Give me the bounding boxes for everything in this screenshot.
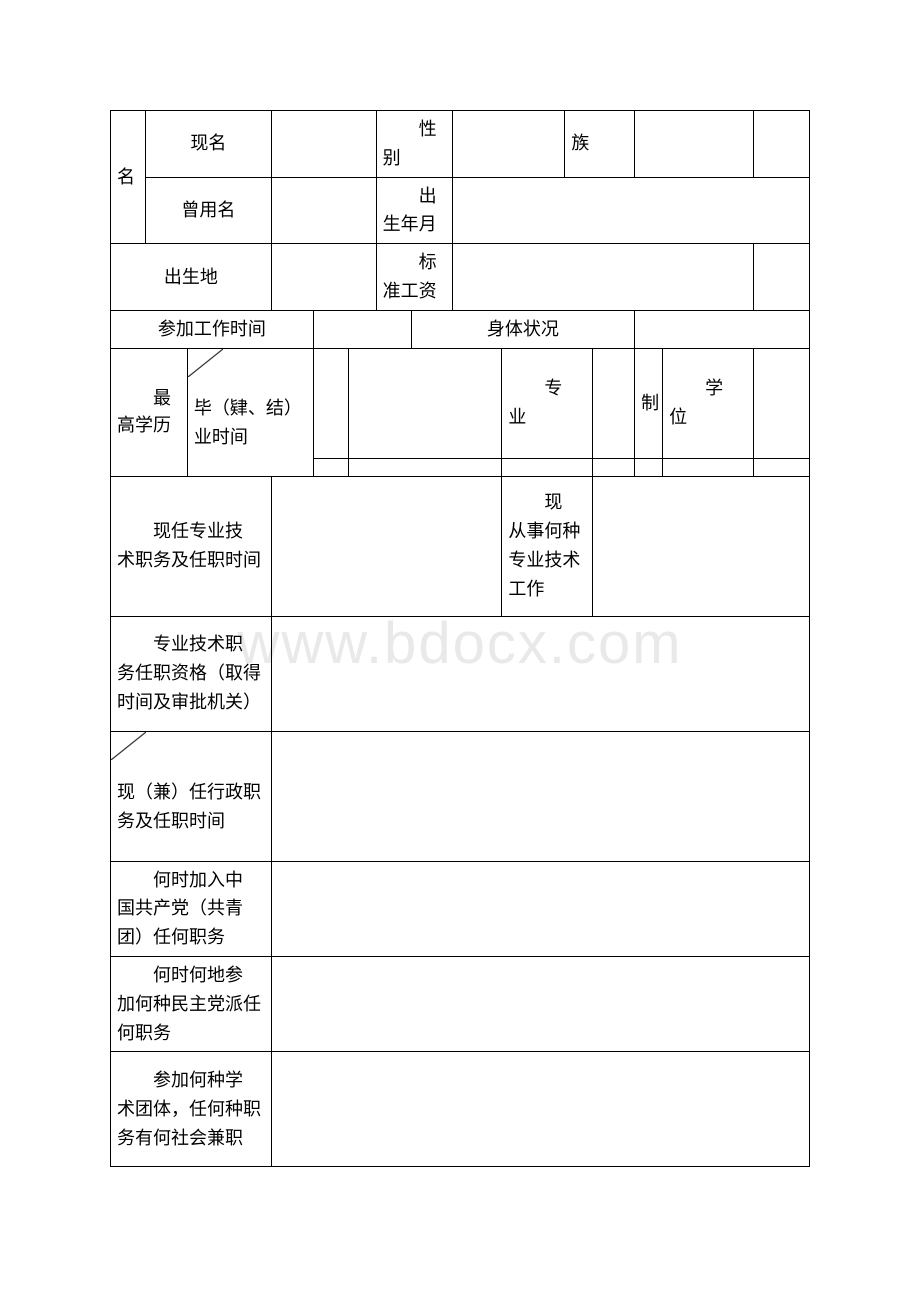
edu-major2-label bbox=[502, 458, 593, 476]
birth-date-value bbox=[453, 177, 810, 244]
birth-date-label: 出生年月 bbox=[376, 177, 453, 244]
current-title-value bbox=[271, 476, 502, 616]
birth-place-label: 出生地 bbox=[111, 244, 272, 311]
party-join-value bbox=[271, 861, 809, 956]
form-table: 名 现名 性别 族 曾用名 出生年月 出生地 标准工资 参加工作时间 身体状况 … bbox=[110, 110, 810, 1167]
edu-blank1 bbox=[313, 348, 348, 458]
name-group-label: 名 bbox=[111, 111, 146, 244]
admin-position-label: 现（兼）任行政职务及任职时间 bbox=[111, 731, 272, 861]
qualification-label: 专业技术职务任职资格（取得时间及审批机关） bbox=[111, 616, 272, 731]
party-join-label: 何时加入中国共产党（共青团）任何职务 bbox=[111, 861, 272, 956]
work-start-label: 参加工作时间 bbox=[111, 310, 314, 348]
grad-time-label: 毕（肄、结）业时间 bbox=[187, 348, 313, 476]
system-label: 制 bbox=[635, 348, 663, 458]
ethnicity-label: 族 bbox=[565, 111, 635, 178]
edu-degree1 bbox=[753, 348, 809, 458]
edu-school1 bbox=[348, 348, 502, 458]
democratic-party-value bbox=[271, 956, 809, 1051]
admin-position-value bbox=[271, 731, 809, 861]
edu-major1 bbox=[593, 348, 635, 458]
salary-label: 标准工资 bbox=[376, 244, 453, 311]
current-work-value bbox=[593, 476, 810, 616]
salary-extra bbox=[753, 244, 809, 311]
salary-value bbox=[453, 244, 754, 311]
gender-value bbox=[453, 111, 565, 178]
edu-school2 bbox=[348, 458, 502, 476]
degree-label: 学位 bbox=[663, 348, 754, 458]
health-label: 身体状况 bbox=[411, 310, 635, 348]
academic-org-value bbox=[271, 1052, 809, 1167]
former-name-label: 曾用名 bbox=[145, 177, 271, 244]
current-work-label: 现从事何种专业技术工作 bbox=[502, 476, 593, 616]
edu-blank2 bbox=[313, 458, 348, 476]
former-name-value bbox=[271, 177, 376, 244]
ethnicity-value2 bbox=[753, 111, 809, 178]
academic-org-label: 参加何种学术团体，任何种职务有何社会兼职 bbox=[111, 1052, 272, 1167]
current-name-label: 现名 bbox=[145, 111, 271, 178]
edu-system2 bbox=[635, 458, 663, 476]
edu-degree2 bbox=[753, 458, 809, 476]
current-title-label: 现任专业技术职务及任职时间 bbox=[111, 476, 272, 616]
qualification-value bbox=[271, 616, 809, 731]
ethnicity-value bbox=[635, 111, 754, 178]
democratic-party-label: 何时何地参加何种民主党派任何职务 bbox=[111, 956, 272, 1051]
major-label: 专业 bbox=[502, 348, 593, 458]
current-name-value bbox=[271, 111, 376, 178]
health-value bbox=[635, 310, 810, 348]
work-start-value bbox=[313, 310, 411, 348]
highest-edu-label: 最高学历 bbox=[111, 348, 188, 476]
birth-place-value bbox=[271, 244, 376, 311]
edu-major2 bbox=[593, 458, 635, 476]
edu-degree2-label bbox=[663, 458, 754, 476]
gender-label: 性别 bbox=[376, 111, 453, 178]
